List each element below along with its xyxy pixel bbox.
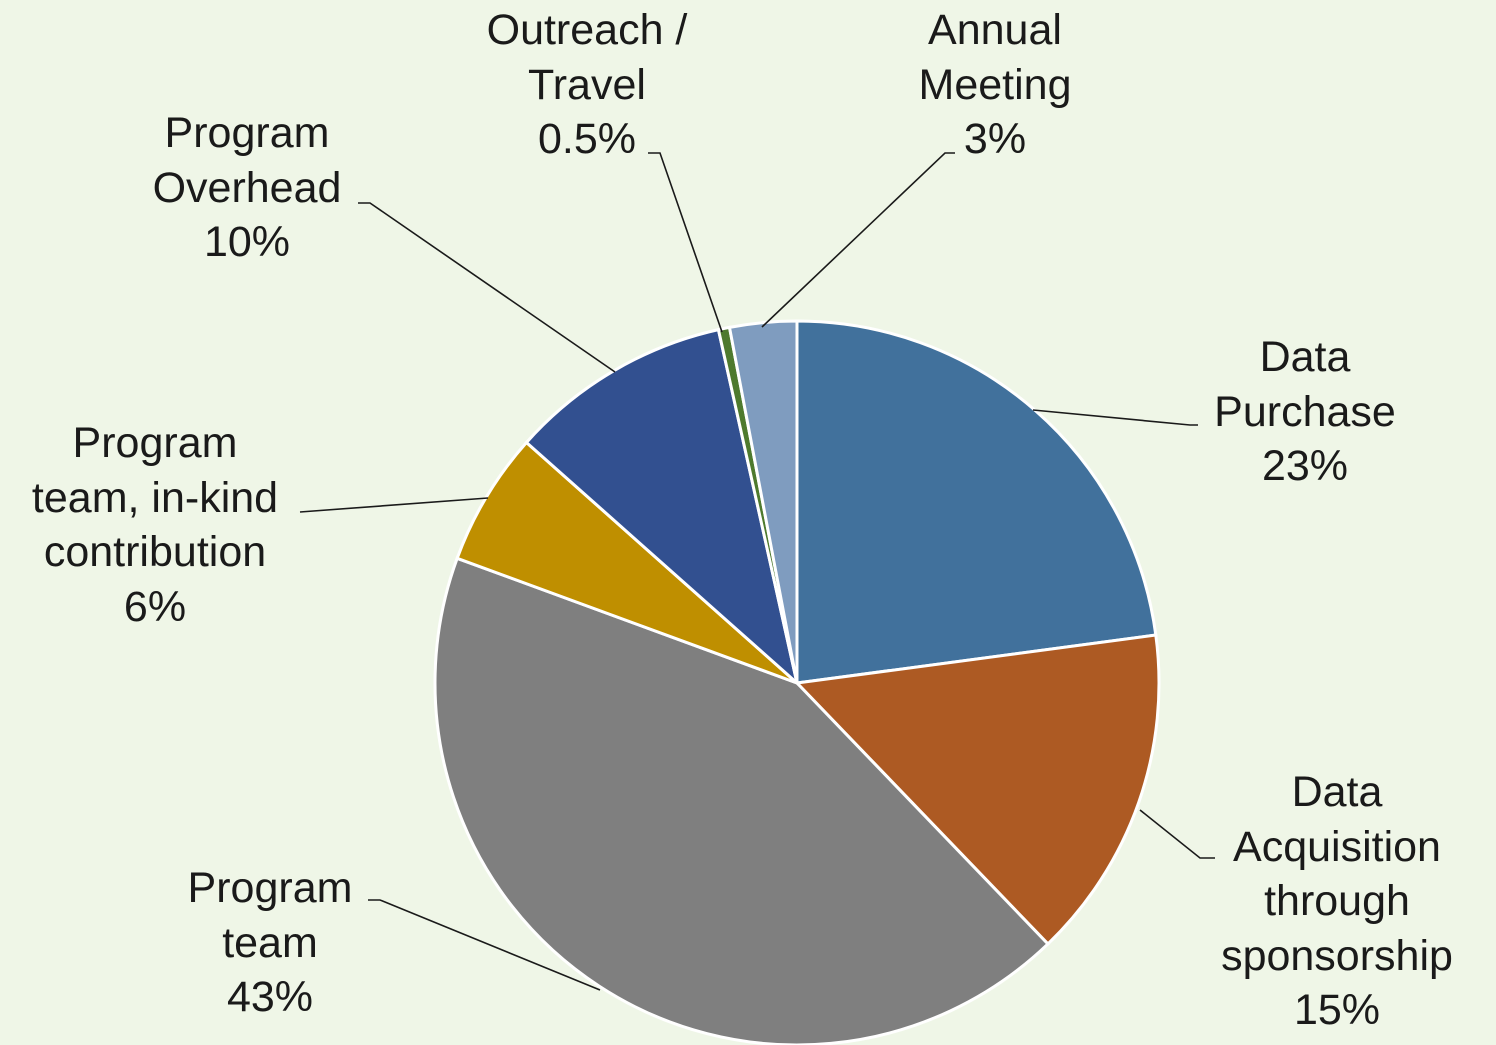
value-label: 15% — [1293, 986, 1381, 1034]
category-label: Program team — [187, 864, 353, 967]
value-label: 10% — [203, 218, 291, 266]
pie-slice — [433, 556, 1051, 1045]
leader-line — [761, 152, 955, 328]
category-label: Data Purchase — [1214, 333, 1396, 436]
value-label: 43% — [226, 973, 314, 1021]
data-label: Data Purchase 23% — [1214, 330, 1396, 494]
pie-slice — [455, 440, 798, 685]
data-label: Program team, in-kind contribution 6% — [32, 416, 278, 634]
leader-line — [1032, 409, 1198, 426]
data-label: Program Overhead 10% — [153, 106, 342, 270]
category-label: Data Acquisition through sponsorship — [1221, 768, 1453, 980]
category-label: Program Overhead — [152, 109, 342, 212]
pie-slice — [727, 319, 799, 684]
pie-slice — [795, 319, 1158, 685]
value-label: 6% — [123, 582, 187, 631]
leader-line — [358, 202, 616, 373]
data-label: Program team 43% — [188, 861, 353, 1025]
data-label: Annual Meeting 3% — [919, 3, 1072, 167]
data-label: Data Acquisition through sponsorship 15% — [1221, 765, 1453, 1038]
leader-line — [1139, 809, 1215, 859]
leader-line — [368, 899, 601, 991]
leader-line — [299, 497, 489, 513]
leader-line — [648, 152, 723, 333]
value-label: 23% — [1261, 442, 1349, 490]
value-label: 3% — [963, 115, 1027, 163]
pie-slice — [793, 633, 1161, 947]
category-label: Outreach / Travel — [486, 6, 688, 109]
category-label: Program team, in-kind contribution — [31, 419, 279, 576]
value-label: 0.5% — [537, 115, 637, 163]
category-label: Annual Meeting — [918, 6, 1072, 109]
data-label: Outreach / Travel 0.5% — [487, 3, 688, 167]
